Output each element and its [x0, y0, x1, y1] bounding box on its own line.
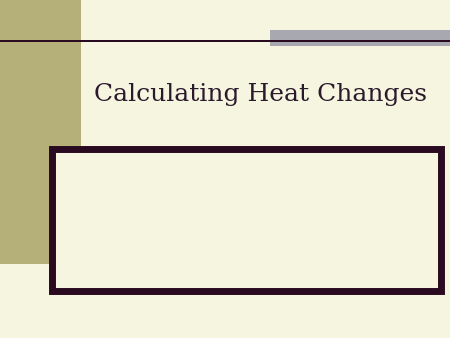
Bar	[270, 30, 450, 46]
Bar	[52, 149, 441, 291]
Text: Calculating Heat Changes: Calculating Heat Changes	[94, 83, 428, 106]
Bar	[0, 0, 81, 264]
Bar	[0, 40, 450, 42]
